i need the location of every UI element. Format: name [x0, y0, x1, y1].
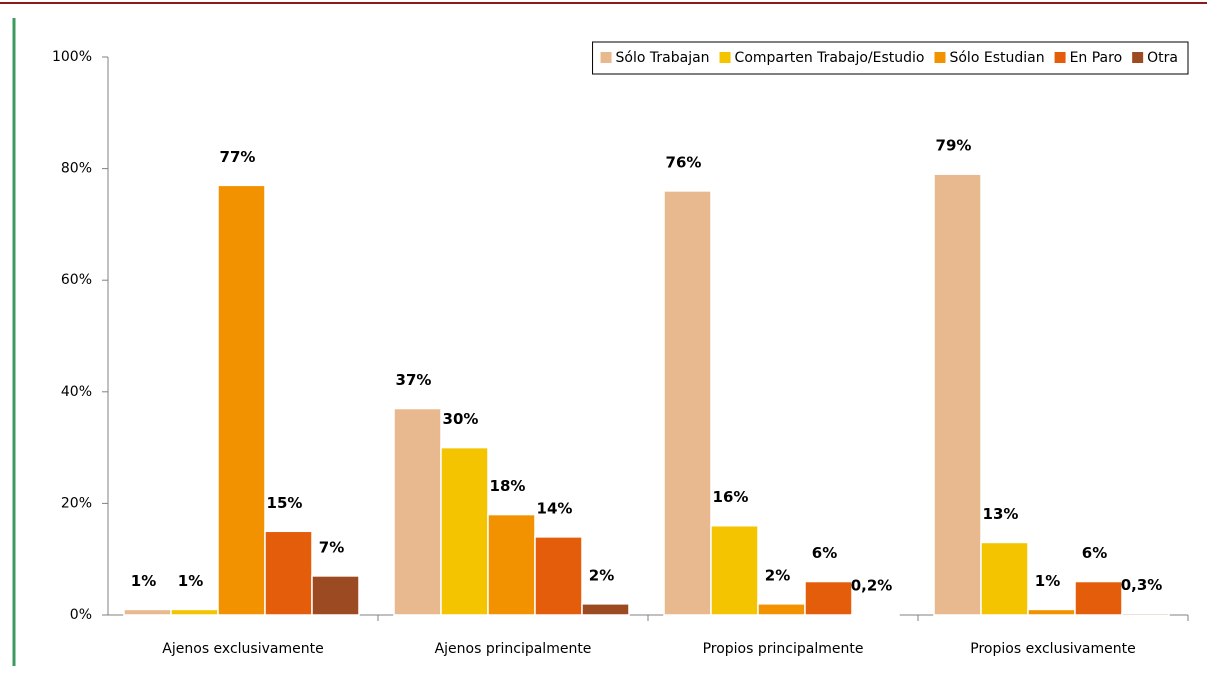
bar	[534, 536, 583, 616]
value-label: 77%	[220, 148, 256, 166]
value-label: 0,2%	[851, 576, 893, 594]
bar	[980, 541, 1029, 616]
legend-label: En Paro	[1070, 50, 1123, 66]
x-tick-label: Ajenos exclusivamente	[162, 641, 323, 657]
value-label: 2%	[765, 566, 790, 584]
value-label: 79%	[936, 137, 972, 155]
legend-label: Otra	[1147, 50, 1178, 66]
value-label: 2%	[589, 566, 614, 584]
bar	[264, 530, 313, 616]
legend-swatch	[600, 52, 612, 63]
y-tick-label: 20%	[61, 495, 92, 511]
value-label: 7%	[319, 538, 344, 556]
legend-swatch	[1132, 52, 1144, 63]
value-label: 30%	[443, 410, 479, 428]
x-tick-label: Propios principalmente	[703, 641, 864, 657]
bar	[487, 513, 536, 616]
bar	[123, 608, 172, 616]
bar	[1074, 580, 1123, 616]
bar	[170, 608, 219, 616]
legend-label: Comparten Trabajo/Estudio	[735, 50, 925, 66]
bar	[757, 603, 806, 616]
legend-swatch	[1054, 52, 1066, 63]
bar	[1027, 608, 1076, 616]
y-tick-label: 80%	[61, 161, 92, 177]
y-tick-label: 0%	[70, 607, 92, 623]
value-label: 6%	[812, 544, 837, 562]
value-label: 1%	[178, 572, 203, 590]
bar	[440, 446, 489, 616]
x-tick-label: Ajenos principalmente	[435, 641, 592, 657]
bar	[311, 575, 360, 616]
value-label: 14%	[537, 499, 573, 517]
x-tick-label: Propios exclusivamente	[970, 641, 1135, 657]
bar	[581, 603, 630, 616]
value-label: 13%	[983, 505, 1019, 523]
y-tick-label: 60%	[61, 272, 92, 288]
value-label: 76%	[666, 153, 702, 171]
value-label: 16%	[713, 488, 749, 506]
y-tick-label: 100%	[52, 49, 92, 65]
value-label: 15%	[267, 494, 303, 512]
bar	[851, 613, 900, 616]
bar	[933, 173, 982, 616]
value-label: 37%	[396, 371, 432, 389]
legend-label: Sólo Trabajan	[616, 50, 710, 66]
bar	[393, 407, 442, 616]
value-label: 6%	[1082, 544, 1107, 562]
bar	[663, 190, 712, 616]
legend-swatch	[719, 52, 731, 63]
legend-swatch	[934, 52, 946, 63]
value-label: 1%	[1035, 572, 1060, 590]
value-label: 18%	[490, 477, 526, 495]
y-tick-label: 40%	[61, 384, 92, 400]
bar	[804, 580, 853, 616]
legend-box	[592, 41, 1189, 75]
value-label: 1%	[131, 572, 156, 590]
legend-label: Sólo Estudian	[949, 50, 1044, 66]
bar	[1121, 612, 1170, 616]
bar	[710, 524, 759, 616]
value-label: 0,3%	[1121, 576, 1163, 594]
bar	[217, 184, 266, 616]
